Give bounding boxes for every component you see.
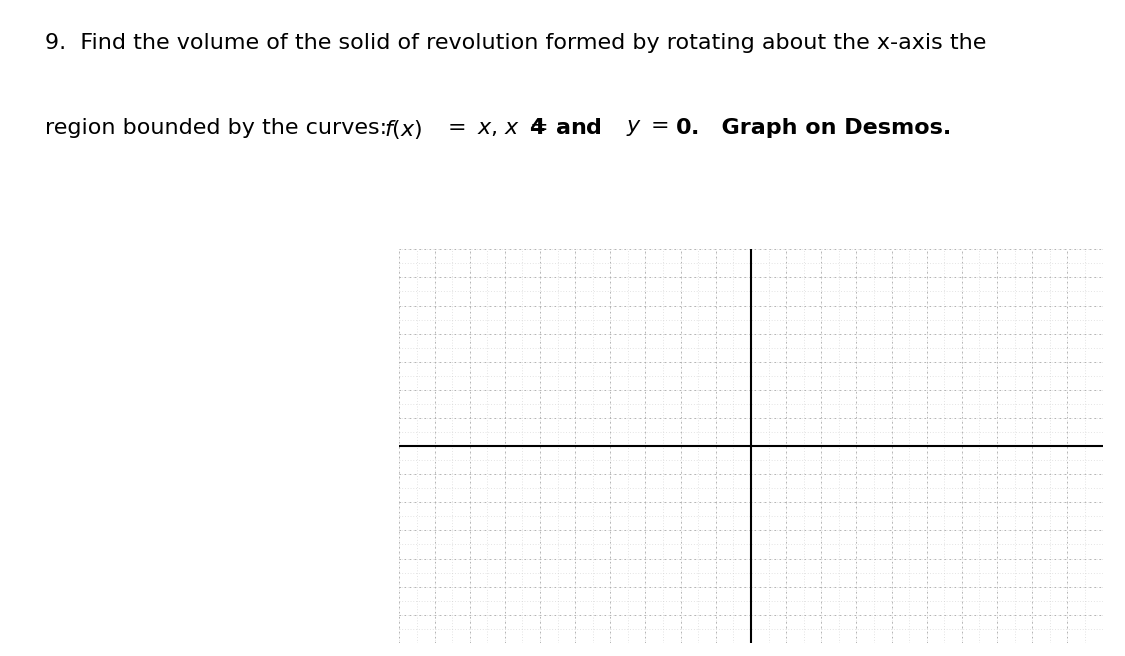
- Text: $\mathbf{4}$: $\mathbf{4}$: [529, 118, 546, 138]
- Text: $\mathit{\mathbf{and}}$: $\mathit{\mathbf{and}}$: [555, 118, 602, 138]
- Text: $f(x)$: $f(x)$: [385, 118, 423, 141]
- Text: $y$ $=$: $y$ $=$: [619, 118, 675, 138]
- Text: Graph on Desmos.: Graph on Desmos.: [706, 118, 952, 138]
- Text: region bounded by the curves:: region bounded by the curves:: [45, 118, 394, 138]
- Text: 9.  Find the volume of the solid of revolution formed by rotating about the x-ax: 9. Find the volume of the solid of revol…: [45, 33, 987, 52]
- Text: $=$ $x$, $x$ $=$: $=$ $x$, $x$ $=$: [436, 118, 555, 138]
- Text: $\mathbf{0.}$: $\mathbf{0.}$: [675, 118, 699, 138]
